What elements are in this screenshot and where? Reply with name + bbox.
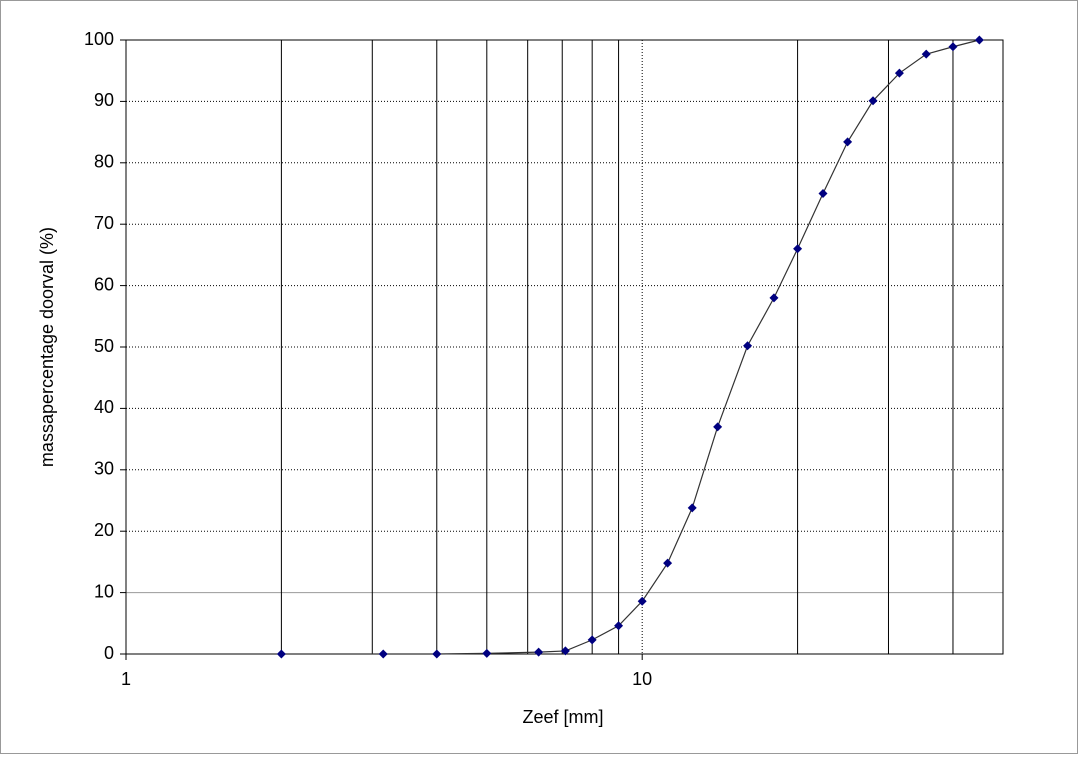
data-point <box>482 648 492 658</box>
data-point <box>378 649 388 659</box>
data-point <box>587 635 597 645</box>
data-point <box>974 35 984 45</box>
data-point <box>614 621 624 631</box>
x-axis-label: Zeef [mm] <box>522 707 603 727</box>
y-tick-label: 60 <box>94 274 114 294</box>
y-tick-label: 20 <box>94 520 114 540</box>
data-point <box>560 646 570 656</box>
x-tick-label: 10 <box>632 669 652 689</box>
y-tick-label: 40 <box>94 397 114 417</box>
data-point <box>663 558 673 568</box>
data-point <box>743 341 753 351</box>
x-tick-label: 1 <box>121 669 131 689</box>
data-point <box>769 293 779 303</box>
data-point <box>637 596 647 606</box>
y-tick-label: 0 <box>104 643 114 663</box>
data-point <box>894 68 904 78</box>
data-point <box>432 649 442 659</box>
y-tick-label: 80 <box>94 152 114 172</box>
y-tick-label: 10 <box>94 581 114 601</box>
y-tick-label: 50 <box>94 336 114 356</box>
y-axis-label: massapercentage doorval (%) <box>37 227 57 467</box>
data-point <box>868 96 878 106</box>
data-point <box>948 42 958 52</box>
data-point <box>276 649 286 659</box>
data-point <box>921 49 931 59</box>
data-point <box>793 244 803 254</box>
data-point <box>687 503 697 513</box>
y-tick-label: 100 <box>84 29 114 49</box>
data-point <box>713 422 723 432</box>
data-point <box>843 137 853 147</box>
data-point <box>534 647 544 657</box>
series-line <box>281 39 980 655</box>
y-tick-label: 90 <box>94 90 114 110</box>
y-tick-label: 30 <box>94 459 114 479</box>
y-tick-label: 70 <box>94 213 114 233</box>
data-point <box>818 189 828 198</box>
